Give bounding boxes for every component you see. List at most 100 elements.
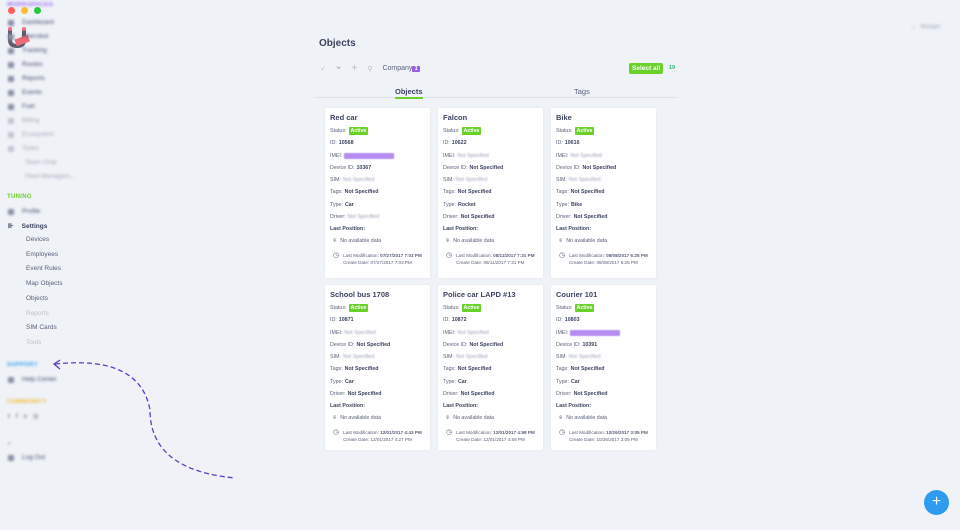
field-label: Status: bbox=[443, 305, 460, 311]
field-tags: Tags: Not Specified bbox=[556, 366, 651, 372]
field-label: SIM: bbox=[330, 354, 341, 361]
minimize-window-button[interactable] bbox=[21, 7, 28, 14]
logout-button[interactable]: Log Out bbox=[8, 454, 45, 461]
field-label: SIM: bbox=[330, 177, 341, 184]
device-value: Not Specified bbox=[469, 164, 504, 171]
tab-objects[interactable]: Objects bbox=[395, 87, 423, 99]
settings-item[interactable]: Reports bbox=[26, 309, 49, 317]
object-card[interactable]: School bus 1708 Status: Active ID: 10871 IM… bbox=[325, 285, 430, 450]
sidebar-item-profile[interactable]: Profile bbox=[8, 208, 40, 215]
sidebar-item-label: Events bbox=[22, 89, 42, 96]
company-filter[interactable]: Company 1 bbox=[382, 65, 420, 72]
modification-info: ◷ Last Modification: 07/27/2017 7:03 PM Cr… bbox=[333, 252, 425, 266]
select-all-button[interactable]: Select all bbox=[629, 63, 664, 74]
sidebar-item[interactable]: Events bbox=[8, 89, 42, 96]
clock-icon: ◷ bbox=[559, 429, 566, 437]
sidebar-item[interactable]: Tracking bbox=[8, 47, 47, 54]
id-value: 10871 bbox=[338, 317, 354, 324]
sidebar-item[interactable]: Team Chat bbox=[25, 159, 56, 166]
id-value: 10616 bbox=[564, 140, 580, 147]
field-label: IMEI: bbox=[556, 329, 569, 336]
last-mod-value: 10/26/2017 3:05 PM bbox=[606, 430, 648, 436]
field-label: IMEI: bbox=[556, 152, 569, 159]
section-workspaces[interactable]: WORKSPACES bbox=[7, 2, 54, 8]
clock-icon: ◷ bbox=[333, 429, 340, 437]
user-menu[interactable]: ⌂ Manager bbox=[912, 24, 941, 30]
field-device: Device ID: Not Specified bbox=[330, 342, 425, 348]
check-icon[interactable]: ✓ bbox=[320, 65, 326, 73]
close-window-button[interactable] bbox=[8, 7, 15, 14]
object-card[interactable]: Bike Status: Active ID: 10616 IMEI: Not Spec… bbox=[551, 108, 656, 278]
user-name: Manager bbox=[920, 24, 941, 30]
logout-icon bbox=[8, 454, 14, 461]
field-tags: Tags: Not Specified bbox=[330, 366, 425, 372]
help-icon bbox=[8, 376, 14, 383]
search-icon[interactable]: ⚲ bbox=[367, 65, 373, 73]
sidebar-item-label: Fuel bbox=[22, 103, 35, 110]
settings-item[interactable]: Devices bbox=[26, 236, 50, 243]
instagram-icon[interactable]: ◎ bbox=[32, 413, 39, 420]
add-object-button[interactable]: + bbox=[924, 490, 949, 515]
section-tuning[interactable]: TUNING bbox=[7, 194, 32, 200]
settings-item[interactable]: Employees bbox=[26, 250, 59, 258]
field-id: ID: 10803 bbox=[556, 317, 651, 323]
field-label: Status: bbox=[330, 128, 347, 134]
sidebar-item[interactable]: Fleet Managem... bbox=[25, 173, 76, 180]
last-mod-label: Last Modification: bbox=[456, 430, 492, 436]
object-card[interactable]: Falcon Status: Active ID: 10622 IMEI: Not Sp… bbox=[438, 108, 543, 278]
sidebar-item[interactable]: Dashboard bbox=[8, 19, 54, 26]
field-imei: IMEI: Not Specified bbox=[556, 153, 651, 159]
facebook-icon[interactable]: f bbox=[15, 412, 18, 420]
tab-tags[interactable]: Tags bbox=[574, 87, 590, 96]
create-value: 10/26/2017 3:05 PM bbox=[596, 437, 638, 443]
field-tags: Tags: Not Specified bbox=[443, 189, 538, 195]
sidebar-item[interactable]: Routes bbox=[8, 61, 43, 68]
id-value: 10622 bbox=[451, 140, 467, 147]
sim-value: Not Specified bbox=[568, 354, 601, 361]
object-card[interactable]: Red car Status: Active ID: 10568 IMEI: Devic… bbox=[325, 108, 430, 278]
field-label: Type: bbox=[330, 201, 343, 208]
section-support[interactable]: SUPPORT bbox=[7, 362, 39, 368]
device-value: Not Specified bbox=[582, 164, 617, 171]
status-badge: Active bbox=[574, 304, 595, 312]
vimeo-icon[interactable]: v bbox=[23, 412, 27, 420]
filter-icon[interactable]: ⏷ bbox=[335, 64, 342, 72]
modification-info: ◷ Last Modification: 08/11/2017 7:31 PM Cr… bbox=[446, 252, 538, 266]
settings-item[interactable]: Tools bbox=[26, 338, 42, 346]
sidebar-item[interactable]: Ubersbot bbox=[8, 33, 48, 40]
sidebar-item-settings[interactable]: ⊪ Settings bbox=[8, 222, 47, 231]
settings-item[interactable]: Map Objects bbox=[26, 280, 63, 288]
sidebar-item[interactable]: Reports bbox=[8, 75, 45, 82]
sidebar-item[interactable]: Tasks bbox=[8, 145, 39, 152]
sidebar-item[interactable]: Fuel bbox=[8, 103, 35, 110]
collapse-sidebar-button[interactable]: ‹ bbox=[8, 440, 11, 447]
last-mod-value: 12/01/2017 4:58 PM bbox=[493, 430, 535, 436]
maximize-window-button[interactable] bbox=[34, 7, 41, 14]
object-card[interactable]: Courier 101 Status: Active ID: 10803 IMEI: D… bbox=[551, 285, 656, 450]
sidebar-item-help[interactable]: Help Center bbox=[8, 376, 57, 383]
section-community[interactable]: COMMUNITY bbox=[7, 399, 47, 405]
last-mod-label: Last Modification: bbox=[456, 253, 492, 259]
plus-icon[interactable]: + bbox=[351, 63, 358, 74]
sidebar-item[interactable]: Ecosystem bbox=[8, 131, 54, 138]
last-position-label: Last Position: bbox=[330, 403, 366, 410]
last-mod-label: Last Modification: bbox=[343, 253, 379, 259]
tabs: Objects Tags bbox=[315, 85, 677, 99]
sidebar-item[interactable]: Billing bbox=[8, 117, 39, 124]
settings-icon: ⊪ bbox=[8, 223, 14, 230]
field-label: IMEI: bbox=[443, 329, 456, 336]
settings-item[interactable]: Objects bbox=[26, 294, 49, 302]
no-data-text: No available data bbox=[340, 238, 382, 245]
settings-item[interactable]: Event Rules bbox=[26, 265, 62, 273]
field-driver: Driver: Not Specified bbox=[443, 391, 538, 397]
field-status: Status: Active bbox=[556, 127, 651, 135]
object-name: Police car LAPD #13 bbox=[443, 290, 516, 299]
create-value: 12/01/2017 4:27 PM bbox=[370, 437, 412, 443]
no-data-text: No available data bbox=[566, 415, 608, 422]
object-card[interactable]: Police car LAPD #13 Status: Active ID: 108… bbox=[438, 285, 543, 450]
settings-item[interactable]: SIM Cards bbox=[26, 324, 57, 332]
field-label: Status: bbox=[443, 128, 460, 134]
imei-value: Not Specified bbox=[457, 329, 489, 336]
field-label: Device ID: bbox=[330, 164, 355, 171]
twitter-icon[interactable]: t bbox=[8, 412, 10, 420]
